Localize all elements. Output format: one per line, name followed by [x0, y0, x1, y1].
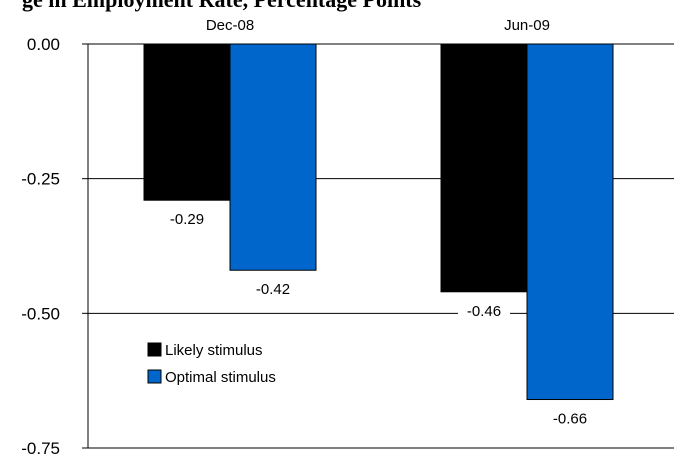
- data-label: -0.46: [467, 303, 501, 320]
- bar: [229, 43, 317, 271]
- y-tick-label: -0.25: [21, 170, 60, 189]
- bars: [143, 43, 614, 401]
- bar: [440, 43, 528, 293]
- y-tick-label: 0.00: [27, 35, 60, 54]
- y-tick-label: -0.75: [21, 439, 60, 458]
- legend-swatch: [147, 342, 162, 357]
- category-labels: Dec-08 Jun-09: [206, 17, 550, 34]
- legend: Likely stimulus Optimal stimulus: [147, 342, 276, 386]
- legend-label: Optimal stimulus: [165, 369, 276, 386]
- data-label: -0.29: [170, 211, 204, 228]
- bar: [143, 43, 231, 201]
- y-tick-label: -0.50: [21, 304, 60, 323]
- data-label: -0.42: [256, 281, 290, 298]
- data-label-bg: [544, 407, 596, 429]
- data-label-bg: [161, 208, 213, 230]
- legend-swatch: [147, 369, 162, 384]
- category-label: Dec-08: [206, 17, 254, 34]
- chart-title: ge in Employment Rate, Percentage Points: [22, 0, 422, 12]
- data-label-bg: [247, 278, 299, 300]
- legend-label: Likely stimulus: [165, 342, 263, 359]
- bar: [526, 43, 614, 401]
- data-label-bg: [458, 299, 510, 321]
- category-label: Jun-09: [504, 17, 550, 34]
- y-tick-labels: 0.00 -0.25 -0.50 -0.75: [21, 35, 60, 458]
- data-label: -0.66: [553, 411, 587, 428]
- data-labels: -0.29 -0.46 -0.42 -0.66: [161, 208, 596, 429]
